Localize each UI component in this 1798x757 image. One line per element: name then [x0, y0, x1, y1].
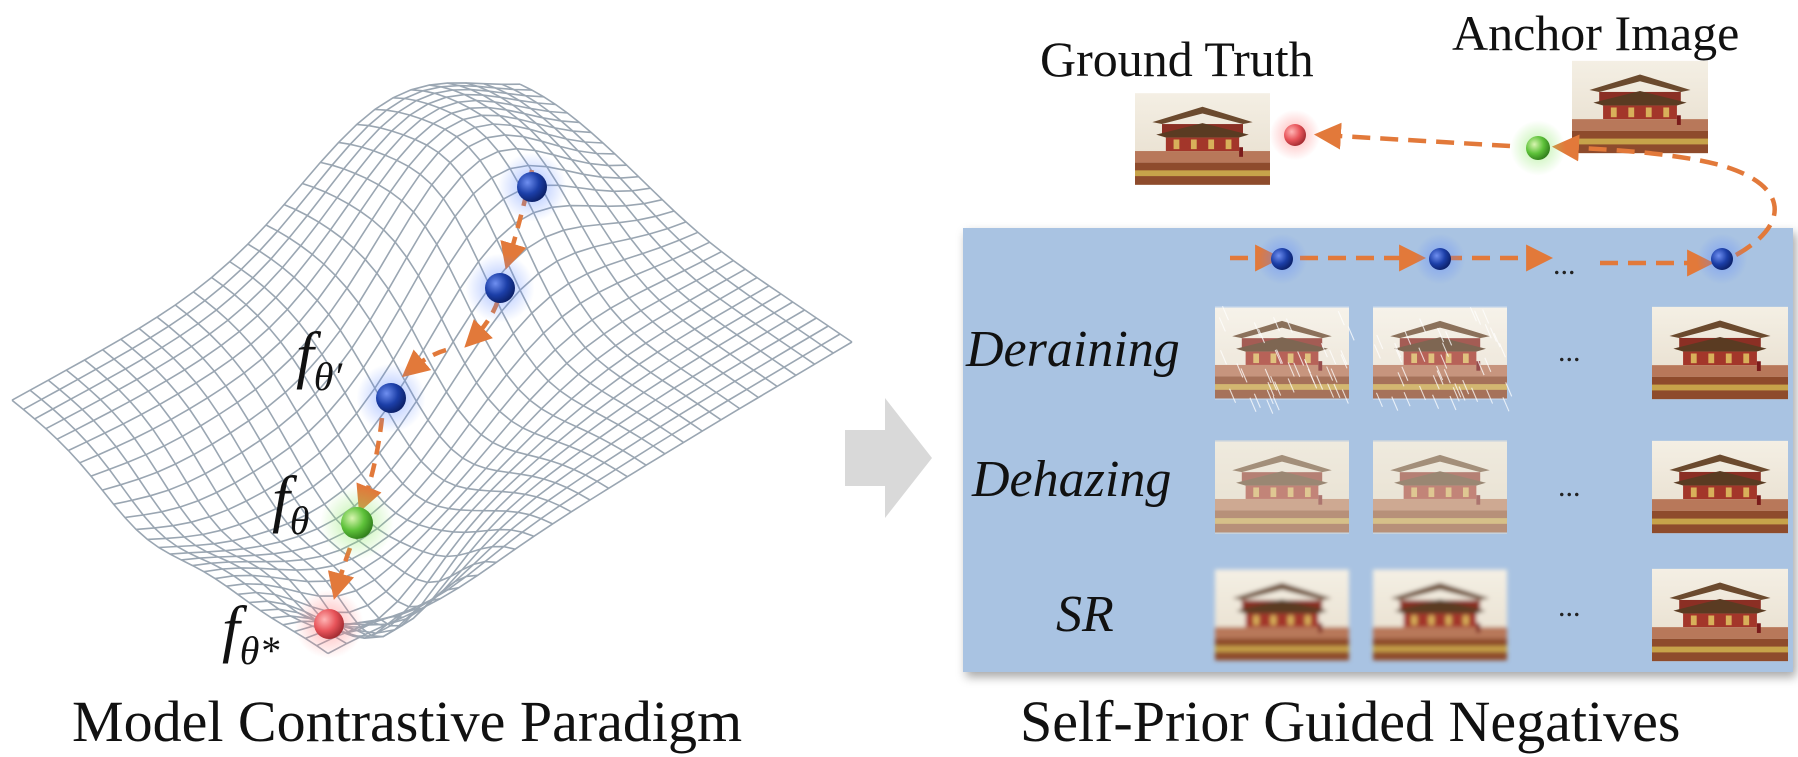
ground-truth-label: Ground Truth [1040, 30, 1314, 88]
label-f-theta-star: fθ* [222, 592, 279, 674]
mesh-line-u [23, 86, 532, 410]
ellipsis-deraining: ... [1558, 335, 1581, 369]
path-arrow [408, 350, 446, 372]
anchor-image-label: Anchor Image [1452, 4, 1739, 62]
mesh-line-v [484, 84, 815, 365]
loss-landscape-mesh [12, 83, 852, 654]
ground-truth-thumbnail [1135, 93, 1270, 185]
red-ball [1270, 110, 1321, 161]
left-caption: Model Contrastive Paradigm [72, 688, 742, 755]
deraining-thumbnail-2 [1373, 306, 1512, 411]
dehazing-thumbnail-1 [1215, 440, 1349, 534]
dehazing-thumbnail-2 [1373, 440, 1507, 534]
row-label-dehazing: Dehazing [972, 450, 1171, 509]
red-ball [295, 590, 364, 659]
green-ball [320, 486, 394, 560]
blue-ball [498, 153, 567, 222]
mesh-line-u [35, 90, 544, 419]
sr-thumbnail-1 [1215, 570, 1349, 661]
label-f-theta-prime: fθ′ [296, 318, 342, 400]
ellipsis-sr: ... [1558, 590, 1581, 624]
blue-ball [357, 364, 426, 433]
anchor-thumbnail [1572, 61, 1708, 153]
blue-ball [1697, 234, 1748, 285]
blue-ball [1257, 234, 1308, 285]
transition-arrow [845, 398, 932, 518]
mesh-line-u [283, 310, 805, 633]
mesh-line-u [272, 302, 793, 638]
path-arrow [1322, 135, 1510, 146]
dehazing-thumbnail-last [1652, 441, 1788, 533]
deraining-thumbnail-1 [1215, 306, 1354, 414]
ellipsis-dehazing: ... [1558, 470, 1581, 504]
mesh-lines [12, 83, 852, 654]
green-ball [1510, 120, 1565, 175]
blue-ball [466, 254, 535, 323]
row-label-deraining: Deraining [966, 320, 1180, 379]
ellipsis-top: ... [1553, 248, 1576, 282]
negatives-grid [1135, 61, 1788, 661]
blue-ball [1415, 234, 1466, 285]
label-f-theta: fθ [272, 462, 309, 544]
row-label-sr: SR [1056, 585, 1114, 644]
right-caption: Self-Prior Guided Negatives [1020, 688, 1680, 755]
sr-thumbnail-last [1652, 569, 1788, 661]
sr-thumbnail-2 [1373, 570, 1507, 661]
deraining-thumbnail-last [1652, 307, 1788, 399]
